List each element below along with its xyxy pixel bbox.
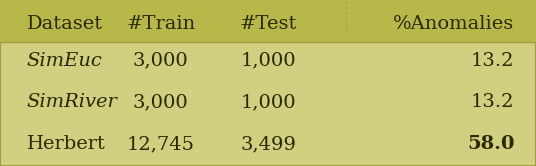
Text: 3,499: 3,499 — [240, 135, 296, 153]
Text: 1,000: 1,000 — [240, 93, 296, 111]
Text: #Test: #Test — [239, 15, 297, 33]
Text: %Anomalies: %Anomalies — [393, 15, 515, 33]
Text: 13.2: 13.2 — [471, 93, 515, 111]
Text: 13.2: 13.2 — [471, 52, 515, 70]
Text: SimRiver: SimRiver — [27, 93, 118, 111]
Text: Herbert: Herbert — [27, 135, 106, 153]
Text: 12,745: 12,745 — [127, 135, 195, 153]
Text: SimEuc: SimEuc — [27, 52, 102, 70]
Text: 3,000: 3,000 — [133, 93, 189, 111]
FancyBboxPatch shape — [0, 0, 536, 42]
Text: 58.0: 58.0 — [467, 135, 515, 153]
Text: Dataset: Dataset — [27, 15, 103, 33]
Text: #Train: #Train — [126, 15, 196, 33]
Text: 3,000: 3,000 — [133, 52, 189, 70]
Text: 1,000: 1,000 — [240, 52, 296, 70]
